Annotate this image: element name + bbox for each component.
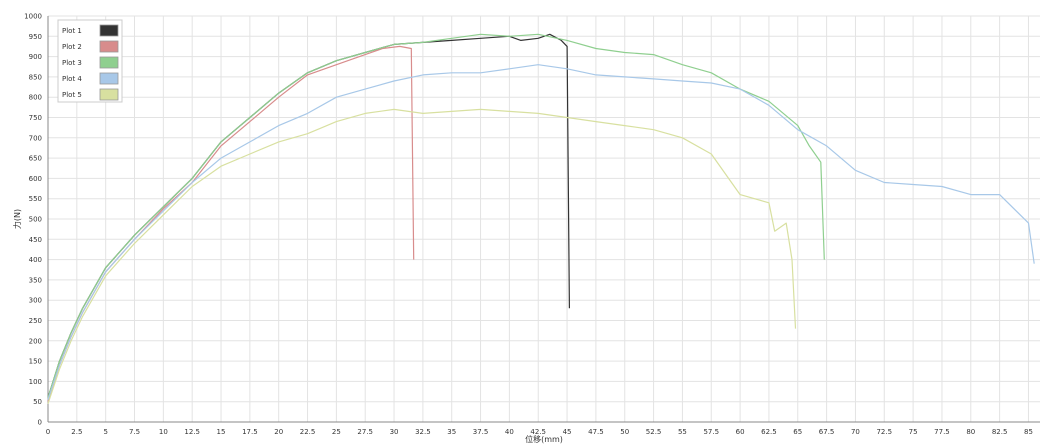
x-tick-label: 10 [159,428,168,436]
x-tick-label: 7.5 [129,428,140,436]
x-tick-label: 57.5 [703,428,719,436]
y-tick-label: 1000 [24,13,42,21]
legend-label-plot-1: Plot 1 [62,27,82,35]
y-tick-label: 300 [29,297,42,305]
x-tick-label: 27.5 [357,428,373,436]
x-tick-label: 12.5 [184,428,200,436]
x-tick-label: 47.5 [588,428,604,436]
legend-label-plot-5: Plot 5 [62,91,82,99]
x-tick-label: 32.5 [415,428,431,436]
x-tick-label: 77.5 [934,428,950,436]
y-tick-label: 250 [29,317,42,325]
y-tick-label: 50 [33,398,42,406]
x-tick-label: 67.5 [819,428,835,436]
legend-label-plot-4: Plot 4 [62,75,82,83]
y-tick-label: 550 [29,195,42,203]
y-tick-label: 400 [29,256,42,264]
y-tick-label: 750 [29,114,42,122]
legend-label-plot-2: Plot 2 [62,43,82,51]
series-line-plot-4 [47,64,1035,400]
series-line-plot-3 [47,33,825,398]
y-tick-label: 850 [29,73,42,81]
legend-label-plot-3: Plot 3 [62,59,82,67]
grid [47,15,1040,423]
x-tick-label: 50 [620,428,629,436]
x-tick-label: 15 [217,428,226,436]
x-tick-label: 25 [332,428,341,436]
x-tick-label: 17.5 [242,428,258,436]
x-tick-label: 52.5 [646,428,662,436]
x-axis-title: 位移(mm) [525,434,563,444]
y-tick-label: 100 [29,378,42,386]
x-tick-label: 20 [274,428,283,436]
x-tick-label: 65 [793,428,802,436]
y-tick-label: 0 [38,419,42,427]
y-tick-label: 500 [29,216,42,224]
x-tick-label: 5 [103,428,107,436]
y-tick-label: 950 [29,33,42,41]
x-tick-label: 62.5 [761,428,777,436]
axes: 0501001502002503003504004505005506006507… [24,13,1040,436]
x-tick-label: 45 [563,428,572,436]
x-tick-label: 35 [447,428,456,436]
x-tick-label: 2.5 [71,428,82,436]
legend-swatch-plot-4 [99,72,119,85]
x-tick-label: 30 [390,428,399,436]
y-tick-label: 350 [29,276,42,284]
legend-swatch-plot-5 [99,88,119,101]
x-tick-label: 72.5 [876,428,892,436]
y-tick-label: 650 [29,155,42,163]
y-tick-label: 200 [29,337,42,345]
x-tick-label: 22.5 [300,428,316,436]
y-tick-label: 450 [29,236,42,244]
x-tick-label: 75 [909,428,918,436]
legend-swatch-plot-1 [99,24,119,37]
y-tick-label: 700 [29,134,42,142]
x-tick-label: 85 [1024,428,1033,436]
x-tick-label: 82.5 [992,428,1008,436]
series-line-plot-5 [47,108,797,404]
series-group [47,33,1035,404]
y-tick-label: 150 [29,358,42,366]
y-axis-title: 力(N) [12,209,22,229]
x-tick-label: 80 [966,428,975,436]
y-tick-label: 800 [29,94,42,102]
legend-swatch-plot-2 [99,40,119,53]
x-tick-label: 60 [736,428,745,436]
legend: Plot 1 Plot 2 Plot 3 Plot 4 Plot 5 [57,19,123,103]
x-tick-label: 42.5 [530,428,546,436]
legend-swatch-plot-3 [99,56,119,69]
x-tick-label: 55 [678,428,687,436]
x-tick-label: 37.5 [473,428,489,436]
y-tick-label: 600 [29,175,42,183]
x-tick-label: 0 [46,428,50,436]
x-tick-label: 70 [851,428,860,436]
y-tick-label: 900 [29,53,42,61]
x-tick-label: 40 [505,428,514,436]
